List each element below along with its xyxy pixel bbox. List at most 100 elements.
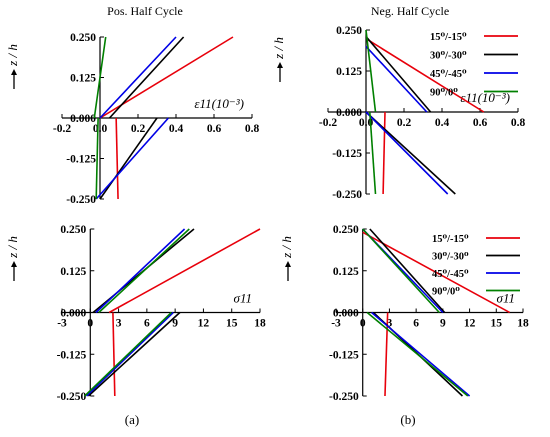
x-tick-label: 3 xyxy=(387,318,393,330)
y-tick-label: 0.250 xyxy=(60,224,86,236)
y-axis-label: z / h xyxy=(5,236,20,259)
x-tick-label: 12 xyxy=(198,318,210,330)
x-tick-label: 15 xyxy=(491,318,503,330)
legend-label: 15⁰/-15⁰ xyxy=(430,32,467,43)
x-tick-label: 9 xyxy=(440,318,446,330)
series-line xyxy=(87,311,181,397)
series-line xyxy=(369,228,446,314)
series-line xyxy=(371,311,471,397)
x-tick-label: 3 xyxy=(116,318,122,330)
x-tick-label: -0.2 xyxy=(319,117,337,129)
x-tick-label: -3 xyxy=(57,318,67,330)
x-tick-label: 0.6 xyxy=(207,123,222,135)
x-axis-label: ε11(10⁻³) xyxy=(460,90,510,105)
right-column-title: Neg. Half Cycle xyxy=(371,4,449,18)
x-tick-label: 0.6 xyxy=(473,117,488,129)
y-tick-label: 0.000 xyxy=(336,107,362,119)
series-line xyxy=(365,36,432,113)
y-tick-label: 0.250 xyxy=(333,224,359,236)
y-axis-arrowhead xyxy=(11,261,17,267)
series-line xyxy=(112,312,116,397)
series-line xyxy=(99,36,177,119)
x-tick-label: 0.8 xyxy=(245,123,260,135)
series-line xyxy=(95,228,186,314)
legend-label: 30⁰/-30⁰ xyxy=(430,51,467,62)
x-tick-label: 0.0 xyxy=(93,123,108,135)
series-line xyxy=(99,117,158,200)
x-tick-label: 12 xyxy=(464,318,476,330)
x-tick-label: 0.4 xyxy=(435,117,450,129)
x-tick-label: 9 xyxy=(172,318,178,330)
x-tick-label: 6 xyxy=(144,318,150,330)
y-axis-arrowhead xyxy=(277,62,283,68)
series-line xyxy=(366,311,469,397)
y-tick-label: 0.250 xyxy=(336,25,362,37)
y-tick-label: -0.125 xyxy=(329,349,359,361)
series-line xyxy=(108,36,185,119)
series-line xyxy=(95,117,169,200)
y-tick-label: 0.125 xyxy=(336,66,362,78)
y-tick-label: 0.250 xyxy=(70,32,96,44)
legend-label: 90⁰/0⁰ xyxy=(430,88,458,99)
left-column-title: Pos. Half Cycle xyxy=(107,4,183,18)
y-axis-arrowhead xyxy=(285,261,291,267)
series-line xyxy=(369,111,377,195)
y-tick-label: 0.000 xyxy=(333,308,359,320)
series-line xyxy=(85,311,174,397)
y-tick-label: -0.125 xyxy=(66,154,96,166)
series-line xyxy=(365,29,377,113)
y-tick-label: -0.250 xyxy=(57,391,87,403)
series-line xyxy=(362,231,511,314)
y-tick-label: 0.000 xyxy=(60,308,86,320)
y-tick-label: -0.250 xyxy=(329,391,359,403)
legend-label: 45⁰/-45⁰ xyxy=(430,69,467,80)
series-line xyxy=(98,228,190,314)
y-axis-label: z / h xyxy=(279,236,294,259)
series-line xyxy=(115,117,119,200)
x-axis-label: ε11(10⁻³) xyxy=(194,96,244,111)
y-axis-label: z / h xyxy=(271,37,286,60)
legend-label: 15⁰/-15⁰ xyxy=(432,234,469,245)
x-tick-label: -3 xyxy=(331,318,341,330)
x-axis-label: σ11 xyxy=(234,291,252,306)
y-axis-arrowhead xyxy=(11,69,17,75)
y-tick-label: 0.000 xyxy=(70,113,96,125)
y-tick-label: 0.125 xyxy=(333,266,359,278)
x-tick-label: -0.2 xyxy=(53,123,71,135)
y-tick-label: -0.125 xyxy=(332,148,362,160)
x-tick-label: 0 xyxy=(87,318,93,330)
series-line xyxy=(93,36,107,119)
series-line xyxy=(365,111,449,195)
y-tick-label: -0.125 xyxy=(57,349,87,361)
y-tick-label: 0.125 xyxy=(70,73,96,85)
series-line xyxy=(367,39,485,113)
legend-label: 90⁰/0⁰ xyxy=(432,287,460,298)
series-line xyxy=(365,45,428,113)
x-tick-label: 0.8 xyxy=(511,117,526,129)
caption-b: (b) xyxy=(400,412,415,427)
caption-a: (a) xyxy=(125,412,139,427)
x-tick-label: 6 xyxy=(413,318,419,330)
legend-label: 45⁰/-45⁰ xyxy=(432,269,469,280)
series-line xyxy=(365,111,456,195)
series-line xyxy=(95,117,99,200)
y-tick-label: -0.250 xyxy=(66,194,96,206)
x-axis-label: σ11 xyxy=(497,291,515,306)
y-tick-label: -0.250 xyxy=(332,189,362,201)
x-tick-label: 0.2 xyxy=(397,117,412,129)
y-tick-label: 0.125 xyxy=(60,266,86,278)
x-tick-label: 0.4 xyxy=(169,123,184,135)
x-tick-label: 0.2 xyxy=(131,123,146,135)
x-tick-label: 15 xyxy=(226,318,238,330)
x-tick-label: 0 xyxy=(360,318,366,330)
x-tick-label: 18 xyxy=(254,318,266,330)
series-line xyxy=(108,228,261,314)
legend-label: 30⁰/-30⁰ xyxy=(432,252,469,263)
series-line xyxy=(84,311,172,397)
y-axis-label: z / h xyxy=(5,44,20,67)
series-line xyxy=(362,228,440,314)
series-line xyxy=(382,111,386,195)
x-tick-label: 18 xyxy=(517,318,529,330)
